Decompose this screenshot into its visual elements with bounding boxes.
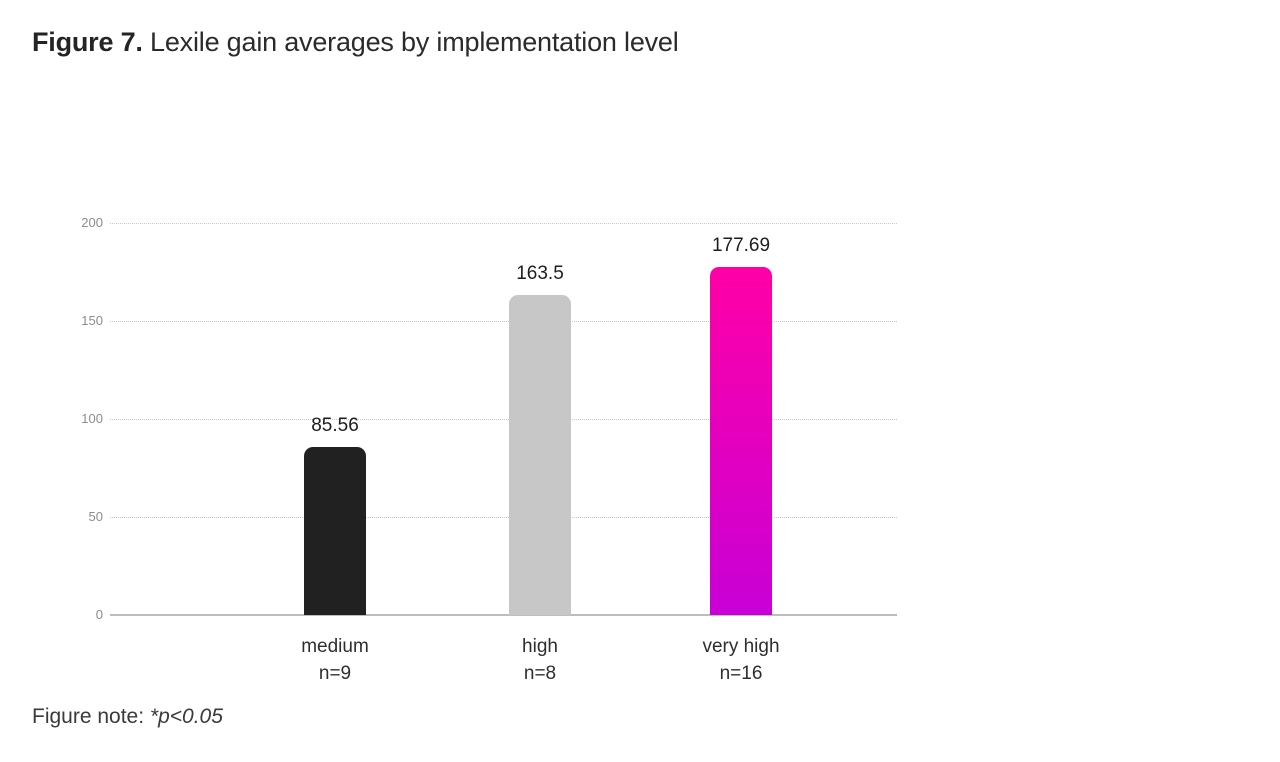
y-axis-tick-label: 100 bbox=[81, 411, 103, 426]
x-axis-category-label: high n=8 bbox=[450, 633, 630, 687]
y-gridline bbox=[110, 517, 897, 518]
bar-very-high bbox=[710, 267, 772, 615]
x-axis-category-label: very high n=16 bbox=[651, 633, 831, 687]
category-n-count: n=16 bbox=[719, 663, 763, 684]
category-name: medium bbox=[301, 636, 369, 657]
category-n-count: n=9 bbox=[318, 663, 352, 684]
figure-note-pvalue: *p<0.05 bbox=[149, 705, 223, 728]
bar-value-label: 177.69 bbox=[711, 235, 771, 256]
category-name: very high bbox=[702, 636, 780, 657]
bar-medium bbox=[304, 447, 366, 615]
category-n-count: n=8 bbox=[523, 663, 557, 684]
y-axis-tick-label: 200 bbox=[81, 215, 103, 230]
y-axis-tick-label: 150 bbox=[81, 313, 103, 328]
x-axis-line bbox=[110, 614, 897, 616]
y-gridline bbox=[110, 223, 897, 224]
bar-value-label: 163.5 bbox=[516, 263, 564, 284]
y-axis-tick-label: 0 bbox=[95, 607, 103, 622]
x-axis-category-label: medium n=9 bbox=[245, 633, 425, 687]
figure-title-text: Lexile gain averages by implementation l… bbox=[142, 27, 679, 57]
y-axis-tick-label: 50 bbox=[88, 509, 103, 524]
bar-high bbox=[509, 295, 571, 615]
y-gridline bbox=[110, 321, 897, 322]
y-gridline bbox=[110, 419, 897, 420]
category-name: high bbox=[522, 636, 558, 657]
figure-note: Figure note: *p<0.05 bbox=[32, 704, 223, 730]
figure-note-label: Figure note: bbox=[32, 705, 150, 728]
figure-title: Figure 7. Lexile gain averages by implem… bbox=[32, 26, 679, 58]
figure-title-number: Figure 7. bbox=[32, 27, 143, 57]
bar-value-label: 85.56 bbox=[311, 415, 359, 436]
